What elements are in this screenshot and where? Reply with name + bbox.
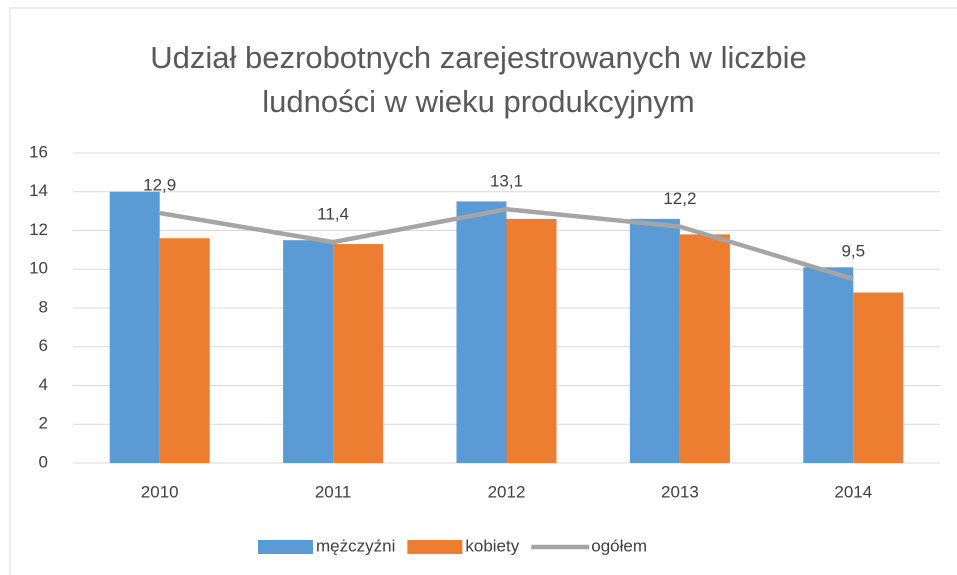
data-label: 12,2	[663, 189, 696, 208]
x-tick-label: 2013	[661, 482, 699, 501]
bar	[679, 234, 730, 463]
y-tick-label: 2	[39, 414, 48, 433]
data-label: 13,1	[490, 172, 523, 191]
y-tick-label: 16	[29, 142, 48, 161]
x-tick-label: 2012	[488, 482, 526, 501]
legend-label: kobiety	[465, 536, 519, 555]
legend-swatch	[407, 540, 463, 554]
legend-label: ogółem	[591, 536, 647, 555]
chart-title: Udział bezrobotnych zarejestrowanych w l…	[150, 40, 807, 119]
data-label: 11,4	[317, 205, 349, 224]
legend-swatch	[258, 540, 313, 554]
y-tick-label: 10	[29, 259, 48, 278]
bar	[853, 292, 904, 463]
bar	[456, 201, 507, 463]
bar	[159, 238, 210, 463]
bar	[109, 191, 160, 463]
x-tick-label: 2011	[315, 482, 352, 501]
data-label: 9,5	[841, 241, 865, 260]
y-tick-label: 0	[39, 452, 48, 471]
x-tick-label: 2010	[141, 482, 179, 501]
y-tick-label: 6	[39, 336, 48, 355]
legend-label: mężczyźni	[316, 536, 395, 555]
y-tick-label: 12	[29, 220, 48, 239]
data-label: 12,9	[143, 176, 176, 195]
bar	[506, 218, 557, 463]
y-tick-label: 4	[39, 375, 48, 394]
bar	[283, 240, 334, 463]
y-tick-label: 8	[39, 297, 48, 316]
bar	[333, 244, 384, 463]
x-tick-label: 2014	[834, 482, 872, 501]
bar	[629, 218, 680, 463]
bar	[803, 267, 854, 463]
y-tick-label: 14	[29, 181, 48, 200]
line	[159, 206, 854, 282]
chart-border	[9, 7, 957, 575]
